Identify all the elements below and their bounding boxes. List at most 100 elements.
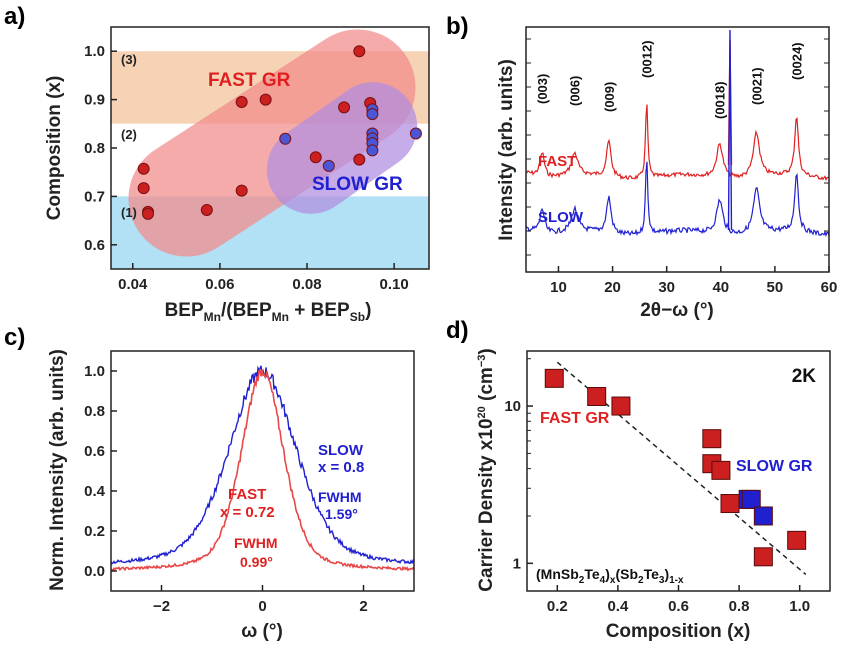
panel-c-xlabel: ω (°) <box>241 621 283 642</box>
panel-a-xtick-label: 0.08 <box>292 276 321 293</box>
slow-xrd-line <box>526 161 829 238</box>
fast-gr-label: FAST GR <box>540 410 610 427</box>
slow-data-point <box>409 127 422 140</box>
panel-c: c) −2 0 2 0.0 0.2 0.4 0.6 0.8 1.0 SLOW x = 0.8 F… <box>4 324 415 642</box>
panel-a-ticks: 0.04 0.06 0.08 0.10 0.6 0.7 0.8 0.9 1.0 <box>84 43 409 293</box>
panel-b-xtick-label: 30 <box>658 279 675 296</box>
fast-data-point <box>544 368 564 388</box>
band-1-label: (1) <box>121 205 137 220</box>
growth-regions <box>128 29 418 257</box>
slow-rocking-curve <box>111 365 414 565</box>
slow-fwhm-value: 1.59° <box>325 506 358 522</box>
slow-composition: x = 0.8 <box>318 459 364 476</box>
slow-fwhm-label: FWHM <box>318 489 362 505</box>
peak-label: (003) <box>535 74 550 104</box>
panel-c-ytick-label: 0.6 <box>84 443 105 460</box>
panel-d-ytick-label: 1 <box>513 555 521 572</box>
slow-gr-label: SLOW GR <box>736 458 813 475</box>
band-3-label: (3) <box>121 52 137 67</box>
slow-gr-label: SLOW GR <box>312 174 403 195</box>
panel-d: d) 0.2 0.4 0.6 0.8 1.0 1 10 2K FAST GR SLOW GR… <box>446 317 831 642</box>
peak-label: (0018) <box>713 81 728 119</box>
fast-data-point <box>309 151 322 164</box>
panel-d-xlabel: Composition (x) <box>606 621 751 642</box>
band-labels: (3) (2) (1) <box>121 52 137 220</box>
panel-b-xtick-label: 20 <box>604 279 621 296</box>
slow-data-point <box>366 108 379 121</box>
fast-data-point <box>720 494 740 514</box>
panel-c-ytick-label: 0.2 <box>84 523 105 540</box>
panel-c-xtick-label: 2 <box>359 598 367 615</box>
slow-data-point <box>753 506 773 526</box>
fast-data-point <box>787 530 807 550</box>
panel-a-xtick-label: 0.06 <box>205 276 234 293</box>
panel-c-ticks: −2 0 2 0.0 0.2 0.4 0.6 0.8 1.0 <box>84 363 368 615</box>
panel-d-xtick-label: 0.6 <box>668 598 689 615</box>
panel-b-xlabel: 2θ−ω (°) <box>640 300 714 321</box>
slow-series-label: SLOW <box>538 209 584 226</box>
band-2-label: (2) <box>121 127 137 142</box>
panel-a-xtick-label: 0.04 <box>118 276 148 293</box>
fast-data-point <box>711 460 731 480</box>
panel-d-xtick-label: 0.4 <box>607 598 629 615</box>
panel-c-ytick-label: 0.8 <box>84 403 105 420</box>
fast-data-point <box>338 101 351 114</box>
panel-d-label: d) <box>446 317 469 344</box>
panel-a-ylabel: Composition (x) <box>44 76 65 221</box>
fast-data-point <box>702 429 722 449</box>
panel-d-xtick-label: 0.2 <box>547 598 568 615</box>
fast-gr-region <box>128 29 416 257</box>
panel-c-ytick-label: 0.0 <box>84 563 105 580</box>
peak-label: (009) <box>602 82 617 112</box>
fast-composition: x = 0.72 <box>220 504 275 521</box>
panel-a-ytick-label: 0.7 <box>84 188 105 205</box>
slow-data-point <box>279 132 292 145</box>
peak-label: (006) <box>568 76 583 106</box>
fast-name: FAST <box>228 486 266 503</box>
peak-label: (0012) <box>640 40 655 78</box>
panel-c-xtick-label: 0 <box>258 598 266 615</box>
panel-a-xlabel: BEPMn/(BEPMn + BEPSb) <box>165 300 372 324</box>
panel-c-ytick-label: 1.0 <box>84 363 105 380</box>
slow-data-point <box>741 489 761 509</box>
panel-a: a) 0.04 0.06 0.08 0.10 0.6 0.7 0.8 0.9 1.0 (3) (… <box>4 3 430 324</box>
panel-c-ylabel: Norm. Intensity (arb. units) <box>47 349 68 591</box>
panel-c-ytick-label: 0.4 <box>84 483 106 500</box>
panel-b-xtick-label: 40 <box>712 279 729 296</box>
panel-b-ylabel: Intensity (arb. units) <box>496 59 517 241</box>
panel-b-xtick-label: 50 <box>767 279 784 296</box>
panel-d-xtick-label: 1.0 <box>789 598 810 615</box>
fast-data-point <box>137 182 150 195</box>
panel-a-label: a) <box>4 3 25 30</box>
panel-a-points <box>137 45 422 220</box>
fast-fwhm-value: 0.99° <box>240 554 273 570</box>
panel-b-xtick-label: 60 <box>821 279 838 296</box>
peak-label: (0024) <box>790 42 805 80</box>
fast-rocking-curve <box>111 368 414 572</box>
panel-d-xtick-label: 0.8 <box>729 598 750 615</box>
slow-name: SLOW <box>318 442 364 459</box>
fast-data-point <box>587 386 607 406</box>
fast-data-point <box>200 203 213 216</box>
peak-label: (0021) <box>749 67 764 105</box>
panel-b-xtick-label: 10 <box>550 279 567 296</box>
fast-data-point <box>353 45 366 58</box>
panel-d-points <box>544 368 807 567</box>
fast-xrd-line <box>526 104 829 182</box>
panel-a-ytick-label: 0.9 <box>84 92 105 109</box>
fast-gr-label: FAST GR <box>208 70 291 91</box>
fast-data-point <box>137 162 150 175</box>
slow-data-point <box>322 159 335 172</box>
fast-data-point <box>235 96 248 109</box>
slow-annotation: SLOW x = 0.8 FWHM 1.59° <box>318 442 364 522</box>
fast-data-point <box>142 207 155 220</box>
peak-labels: (003) (006) (009) (0012) (0018) (0021) (0024) <box>535 40 804 119</box>
slow-gr-region <box>266 82 418 214</box>
fast-data-point <box>353 153 366 166</box>
panel-b-label: b) <box>446 13 469 40</box>
panel-b: b) 10 20 30 40 50 60 (003) (006) (009)(0012)(00… <box>446 13 837 321</box>
panel-a-ytick-label: 0.6 <box>84 237 105 254</box>
fast-fwhm-label: FWHM <box>234 535 278 551</box>
formula-label: (MnSb2Te4)x(Sb2Te3)1-x <box>536 566 684 586</box>
